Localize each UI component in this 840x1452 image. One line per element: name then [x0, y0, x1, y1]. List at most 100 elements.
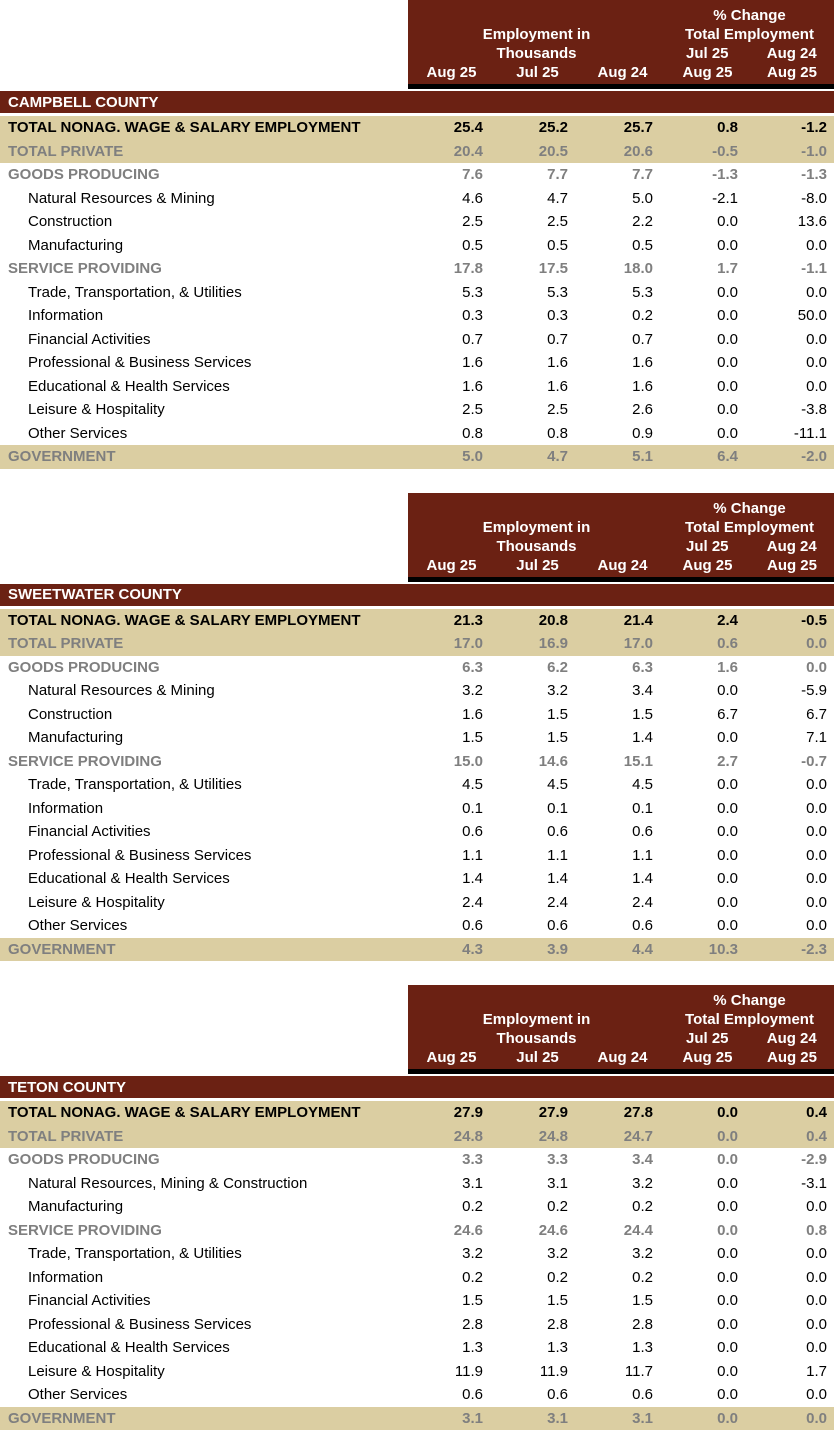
table-row: Professional & Business Services 2.8 2.8 2.…	[0, 1313, 834, 1337]
cell-value: 2.4	[632, 893, 653, 911]
cell-value: 0.5	[462, 236, 483, 254]
cell-value: 0.4	[806, 1127, 827, 1145]
table-row: Information 0.1 0.1 0.1 0.0 0.0	[0, 797, 834, 821]
change-numerator-labels: Jul 25 Aug 24	[665, 1030, 834, 1047]
cell-value: 11.9	[539, 1362, 568, 1380]
cell-value: 2.7	[717, 752, 738, 770]
period-label: Aug 25	[766, 64, 817, 81]
cell-value: 1.4	[632, 870, 653, 888]
cell-value: 0.0	[806, 1409, 827, 1427]
cell-value: 0.0	[806, 893, 827, 911]
cell-value: 0.0	[717, 307, 738, 325]
row-label: Information	[28, 1268, 104, 1286]
cell-value: 1.5	[462, 1292, 483, 1310]
cell-value: 10.3	[708, 940, 738, 958]
cell-value: 2.6	[632, 401, 653, 419]
rows: TOTAL NONAG. WAGE & SALARY EMPLOYMENT 21.…	[0, 608, 834, 961]
cell-value: 3.1	[632, 1409, 653, 1427]
cell-value: 0.0	[806, 1245, 827, 1263]
cell-value: 25.7	[623, 119, 653, 137]
county-bar: CAMPBELL COUNTY	[0, 91, 834, 113]
table-row: SERVICE PROVIDING 24.6 24.6 24.4 0.0 0.8	[0, 1219, 834, 1243]
table-row: Manufacturing 1.5 1.5 1.4 0.0 7.1	[0, 726, 834, 750]
cell-value: 0.2	[462, 1268, 483, 1286]
cell-value: 0.0	[717, 1386, 738, 1404]
cell-value: 1.1	[632, 846, 653, 864]
total-employment-label: Total Employment	[685, 26, 814, 43]
cell-value: 1.6	[547, 377, 568, 395]
table-row: SERVICE PROVIDING 15.0 14.6 15.1 2.7 -0.7	[0, 750, 834, 774]
cell-value: 0.0	[717, 870, 738, 888]
cell-value: 0.6	[632, 823, 653, 841]
cell-value: 3.1	[547, 1409, 568, 1427]
cell-value: 50.0	[797, 307, 827, 325]
change-col4-top-label: Jul 25	[685, 1030, 729, 1047]
cell-value: 0.0	[806, 283, 827, 301]
period-label: Aug 25	[682, 64, 733, 81]
row-label: Professional & Business Services	[28, 354, 252, 372]
row-label: Construction	[28, 213, 113, 231]
table-row: GOODS PRODUCING 3.3 3.3 3.4 0.0 -2.9	[0, 1148, 834, 1172]
header-line-3: Thousands Jul 25 Aug 24	[408, 537, 834, 556]
cell-value: 0.0	[717, 846, 738, 864]
header-line-2: Employment in Total Employment	[408, 25, 834, 44]
table-row: Educational & Health Services 1.4 1.4 1.4 0.…	[0, 867, 834, 891]
cell-value: 13.6	[797, 213, 827, 231]
cell-value: 0.1	[547, 799, 568, 817]
period-label: Aug 25	[426, 1049, 477, 1066]
cell-value: 4.5	[462, 776, 483, 794]
row-label: Financial Activities	[28, 1292, 151, 1310]
cell-value: 7.7	[547, 166, 568, 184]
header-line-1: % Change	[408, 499, 834, 518]
cell-value: 0.1	[462, 799, 483, 817]
cell-value: 6.4	[717, 448, 738, 466]
cell-value: 1.5	[547, 729, 568, 747]
cell-value: -0.5	[801, 611, 827, 629]
county-name: SWEETWATER COUNTY	[8, 586, 182, 603]
cell-value: 11.7	[624, 1362, 653, 1380]
cell-value: 0.3	[462, 307, 483, 325]
column-headers: % Change Employment in Total Employment …	[408, 0, 834, 89]
row-label: TOTAL PRIVATE	[8, 635, 124, 653]
county-bar: SWEETWATER COUNTY	[0, 583, 834, 606]
cell-value: -2.1	[712, 189, 738, 207]
cell-value: 0.0	[717, 776, 738, 794]
row-label: Trade, Transportation, & Utilities	[28, 776, 242, 794]
county-bar: TETON COUNTY	[0, 1076, 834, 1098]
cell-value: 1.1	[462, 846, 483, 864]
cell-value: 5.3	[462, 283, 483, 301]
cell-value: 0.8	[462, 424, 483, 442]
cell-value: 27.8	[623, 1104, 653, 1122]
table-row: GOVERNMENT 4.3 3.9 4.4 10.3 -2.3	[0, 937, 834, 961]
row-label: Manufacturing	[28, 236, 124, 254]
cell-value: 2.8	[462, 1315, 483, 1333]
cell-value: 2.8	[547, 1315, 568, 1333]
header-line-1: % Change	[408, 6, 834, 25]
cell-value: 0.2	[632, 1198, 653, 1216]
period-label: Aug 24	[597, 556, 648, 574]
row-label: SERVICE PROVIDING	[8, 752, 162, 770]
cell-value: 6.3	[632, 658, 653, 676]
table-row: Professional & Business Services 1.1 1.1 1.…	[0, 844, 834, 868]
cell-value: 0.0	[717, 424, 738, 442]
table-row: Leisure & Hospitality 2.5 2.5 2.6 0.0 -3.8	[0, 398, 834, 422]
table-row: GOODS PRODUCING 6.3 6.2 6.3 1.6 0.0	[0, 656, 834, 680]
table-row: Trade, Transportation, & Utilities 3.2 3.2…	[0, 1242, 834, 1266]
row-label: Information	[28, 307, 104, 325]
cell-value: 0.6	[632, 917, 653, 935]
cell-value: -1.3	[712, 166, 738, 184]
cell-value: 0.4	[806, 1104, 827, 1122]
cell-value: 24.8	[538, 1127, 568, 1145]
table-row: Financial Activities 0.7 0.7 0.7 0.0 0.0	[0, 328, 834, 352]
cell-value: -11.1	[793, 424, 827, 442]
row-label: TOTAL NONAG. WAGE & SALARY EMPLOYMENT	[8, 611, 361, 629]
row-label: Leisure & Hospitality	[28, 893, 165, 911]
table-row: Financial Activities 1.5 1.5 1.5 0.0 0.0	[0, 1289, 834, 1313]
cell-value: 27.9	[453, 1104, 483, 1122]
period-label: Aug 25	[766, 1049, 817, 1066]
cell-value: 18.0	[623, 260, 653, 278]
cell-value: -1.1	[801, 260, 827, 278]
table-row: Construction 2.5 2.5 2.2 0.0 13.6	[0, 210, 834, 234]
row-label: Other Services	[28, 917, 128, 935]
cell-value: 2.5	[547, 213, 568, 231]
